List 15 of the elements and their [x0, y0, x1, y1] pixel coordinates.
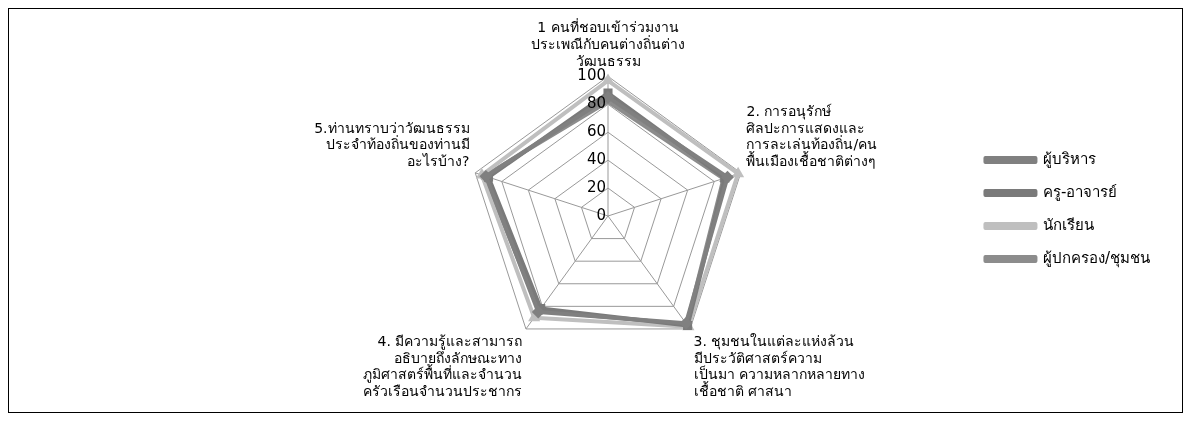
spoke-label: 1 คนที่ชอบเข้าร่วมงาน ประเพณีกับคนต่างถิ่นต่าง วัฒนธรรม: [531, 18, 685, 69]
y-tick-label: 20: [586, 177, 606, 196]
y-tick-label: 100: [577, 66, 606, 85]
spoke-label: 2. การอนุรักษ์ ศิลปะการแสดงและ การละเล่นท้องถิ่น/คน พื้นเมืองเชื้อชาติต่างๆ: [746, 102, 878, 170]
legend-label: ผู้ปกครอง/ชุมชน: [1042, 248, 1151, 268]
y-tick-label: 40: [586, 150, 606, 169]
y-tick-label: 80: [586, 94, 606, 113]
legend-label: ครู-อาจารย์: [1042, 182, 1118, 201]
legend-label: ผู้บริหาร: [1042, 149, 1096, 168]
legend-label: นักเรียน: [1042, 215, 1094, 234]
y-tick-label: 0: [596, 205, 606, 224]
spoke-label: 4. มีความรู้และสามารถ อธิบายถึงลักษณะทาง ภูมิศาสตร์พื้นที่และจำนวน ครัวเรือนจำนวนประชากร: [363, 332, 523, 400]
spoke-label: 3. ชุมชนในแต่ละแห่งล้วน มีประวัติศาสตร์ความ เป็นมา ความหลากหลายทาง เชื้อชาติ ศาสนา: [693, 332, 866, 400]
spoke-label: 5.ท่านทราบว่าวัฒนธรรม ประจำท้องถิ่นของท่านมี อะไรบ้าง?: [314, 119, 470, 170]
y-tick-label: 60: [586, 122, 606, 141]
